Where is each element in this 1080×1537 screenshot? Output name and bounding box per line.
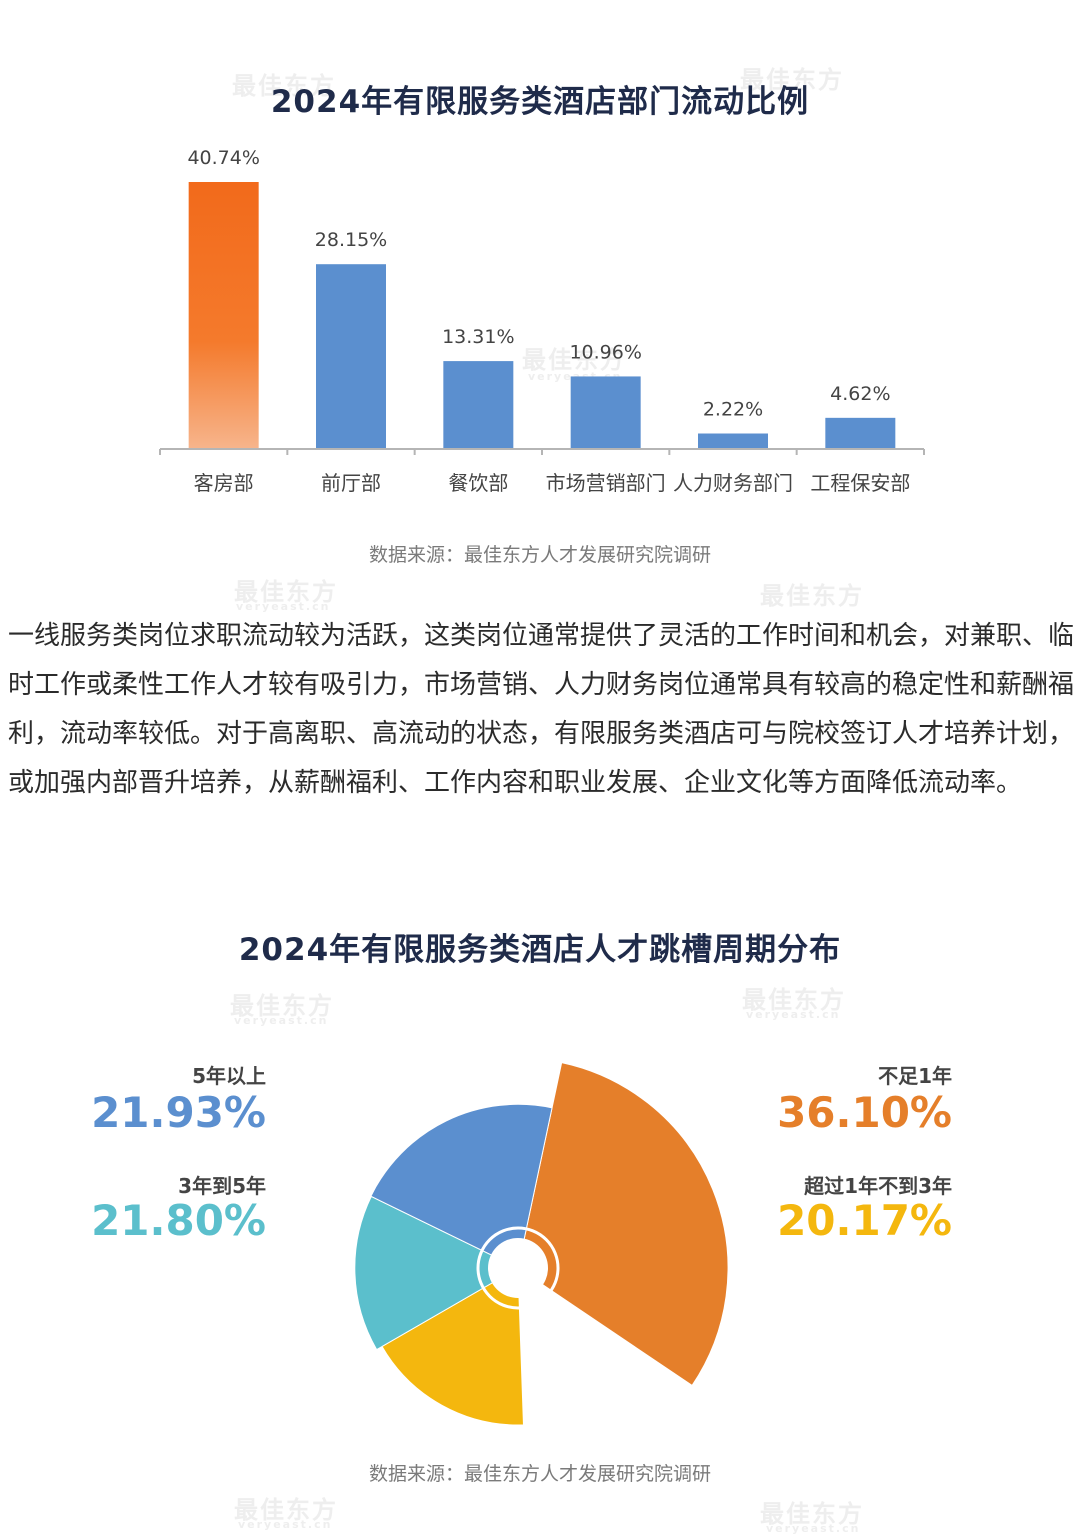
watermark-sub: veryeast.cn <box>238 1518 333 1531</box>
bar-value-label: 2.22% <box>703 399 763 421</box>
bar-value-label: 4.62% <box>830 383 890 405</box>
rose-slice <box>354 1195 520 1351</box>
bar <box>188 182 259 448</box>
bar-value-label: 10.96% <box>569 341 641 363</box>
watermark: 最佳东方 <box>522 346 626 374</box>
rose-chart-title: 2024年有限服务类酒店人才跳槽周期分布 <box>238 932 842 968</box>
category-label: 客房部 <box>194 471 254 495</box>
category-label: 人力财务部门 <box>673 471 793 495</box>
category-label: 前厅部 <box>321 471 381 495</box>
bar-chart: 40.74% 客房部 28.15% 前厅部 13.31% 餐饮部 10.96% 市场营销部门 2… <box>159 147 925 495</box>
watermark: 最佳东方 <box>760 1500 864 1528</box>
bar-value-label: 28.15% <box>315 229 387 251</box>
rose-chart <box>354 1061 729 1426</box>
watermark: 最佳东方 <box>232 72 336 100</box>
legend-value-3to5: 21.80% <box>91 1196 266 1245</box>
bar <box>825 417 896 448</box>
bar <box>570 376 641 448</box>
watermark: 最佳东方 <box>740 66 844 94</box>
watermark-sub: veryeast.cn <box>234 1014 329 1027</box>
bar-chart-source: 数据来源：最佳东方人才发展研究院调研 <box>368 544 711 566</box>
bar-value-label: 13.31% <box>442 326 514 348</box>
legend-label-5plus: 5年以上 <box>192 1064 266 1088</box>
watermark: 最佳东方 <box>234 578 338 606</box>
bar <box>443 361 514 448</box>
watermark-sub: veryeast.cn <box>766 1522 861 1535</box>
category-label: 市场营销部门 <box>546 471 666 495</box>
analysis-paragraph: 一线服务类岗位求职流动较为活跃，这类岗位通常提供了灵活的工作时间和机会，对兼职、… <box>8 621 1075 798</box>
legend-label-under1: 不足1年 <box>878 1064 952 1088</box>
bar-chart-title: 2024年有限服务类酒店部门流动比例 <box>270 84 810 120</box>
legend-value-under1: 36.10% <box>777 1088 952 1137</box>
watermark-sub: veryeast.cn <box>236 600 331 613</box>
watermark: 最佳东方 <box>230 992 334 1020</box>
center-hole <box>488 1238 548 1298</box>
legend-value-5plus: 21.93% <box>91 1088 266 1137</box>
legend-label-1to3: 超过1年不到3年 <box>804 1174 952 1198</box>
watermark-sub: veryeast.cn <box>746 1008 841 1021</box>
watermark: 最佳东方 <box>742 986 846 1014</box>
bar-value-label: 40.74% <box>187 147 259 169</box>
center-ring <box>476 1226 560 1310</box>
legend-value-1to3: 20.17% <box>777 1196 952 1245</box>
legend-label-3to5: 3年到5年 <box>178 1174 266 1198</box>
rose-slice <box>517 1061 729 1387</box>
rose-slice <box>381 1267 524 1426</box>
category-label: 工程保安部 <box>810 471 910 495</box>
rose-slice <box>370 1103 553 1269</box>
category-label: 餐饮部 <box>448 471 508 495</box>
watermark: 最佳东方 <box>760 582 864 610</box>
rose-chart-source: 数据来源：最佳东方人才发展研究院调研 <box>368 1463 711 1485</box>
bar <box>316 264 386 448</box>
watermark: 最佳东方 <box>234 1496 338 1524</box>
bar <box>698 433 768 448</box>
